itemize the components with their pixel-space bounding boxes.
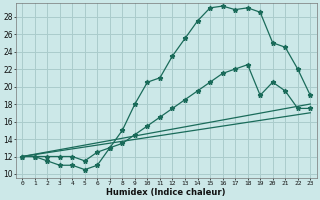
X-axis label: Humidex (Indice chaleur): Humidex (Indice chaleur): [107, 188, 226, 197]
